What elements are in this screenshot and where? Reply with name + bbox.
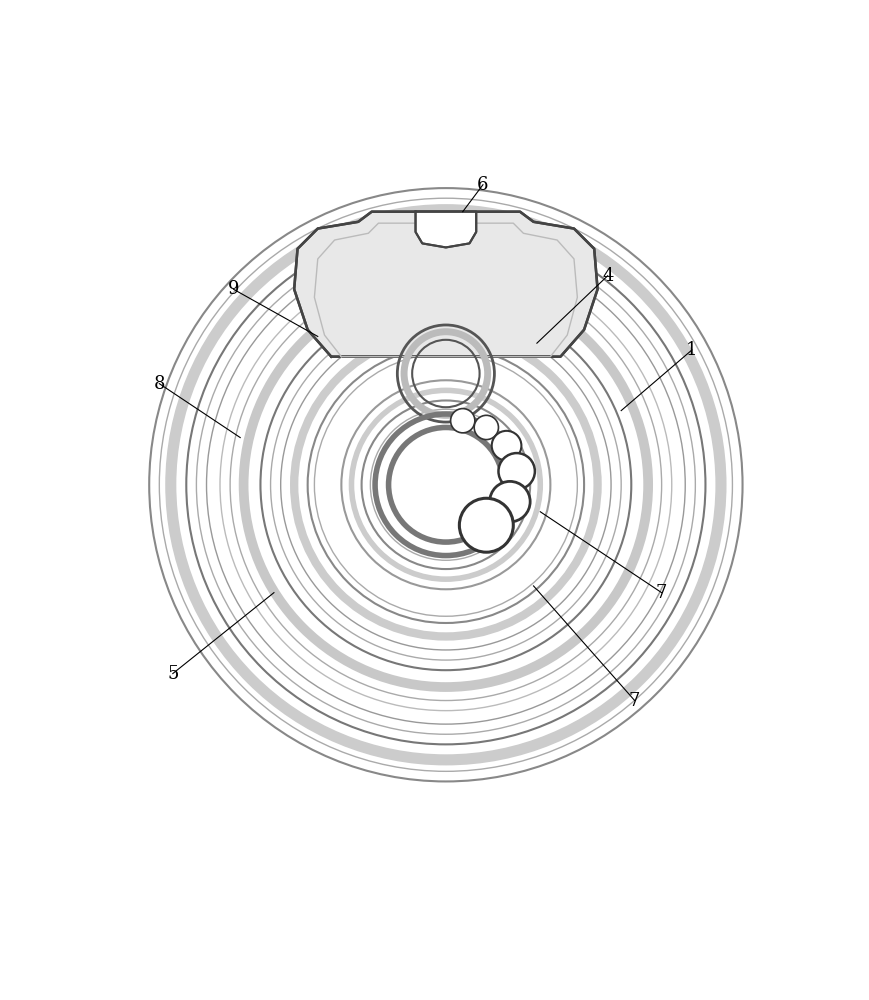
Circle shape <box>489 481 529 522</box>
Circle shape <box>474 415 498 440</box>
Text: 5: 5 <box>167 665 178 683</box>
Polygon shape <box>415 212 475 247</box>
Circle shape <box>498 453 534 489</box>
Circle shape <box>459 498 513 552</box>
Circle shape <box>491 431 521 460</box>
Text: 8: 8 <box>154 375 165 393</box>
Circle shape <box>450 409 474 433</box>
Text: 4: 4 <box>601 267 613 285</box>
Text: 6: 6 <box>477 176 488 194</box>
Text: 9: 9 <box>228 280 239 298</box>
Polygon shape <box>294 212 597 357</box>
Text: 7: 7 <box>655 584 667 602</box>
Polygon shape <box>415 212 475 247</box>
Text: 7: 7 <box>628 692 640 710</box>
Text: 1: 1 <box>686 341 697 359</box>
Polygon shape <box>294 212 597 357</box>
